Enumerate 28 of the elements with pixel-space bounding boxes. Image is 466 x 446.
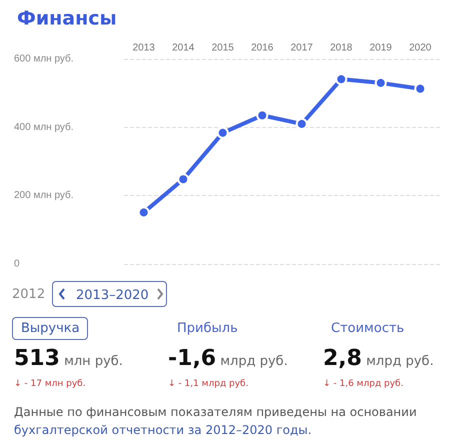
x-tick-label: 2020 bbox=[409, 42, 432, 54]
text: Стоимость bbox=[331, 321, 404, 336]
text: 2,8 млрд руб. bbox=[323, 346, 434, 371]
point bbox=[177, 173, 190, 186]
x-tick-label: 2018 bbox=[330, 42, 353, 54]
text: ↓ - 1,1 млрд руб. bbox=[168, 379, 248, 389]
x-tick-label: 2016 bbox=[251, 42, 274, 54]
x-tick-label: 2014 bbox=[172, 42, 195, 54]
x-tick-label: 2015 bbox=[212, 42, 234, 54]
text: 513 млн руб. bbox=[14, 346, 123, 371]
y-tick-label: 200 млн руб. bbox=[14, 190, 74, 202]
text: Данные по финансовым показателям приведены на основании bbox=[14, 405, 417, 419]
text: Выручка bbox=[21, 321, 80, 336]
text: бухгалтерской отчетности за 2012–2020 годы. bbox=[14, 423, 312, 437]
text: -1,6 млрд руб. bbox=[168, 346, 288, 371]
y-tick-label: 0 bbox=[14, 258, 20, 270]
x-tick-label: 2019 bbox=[370, 42, 392, 54]
x-tick-label: 2013 bbox=[132, 42, 156, 54]
text: Прибыль bbox=[177, 321, 238, 336]
y-tick-label: 400 млн руб. bbox=[14, 122, 74, 133]
text: 2012 bbox=[12, 287, 46, 302]
text: ↓ - 17 млн руб. bbox=[14, 379, 86, 389]
y-tick-label: 600 млн руб. bbox=[14, 54, 74, 64]
x-tick-label: 2017 bbox=[290, 42, 314, 54]
point bbox=[216, 126, 229, 139]
chart-title: Финансы bbox=[17, 8, 117, 30]
text: 2013–2020 bbox=[76, 288, 149, 303]
text: ↓ - 1,6 млрд руб. bbox=[323, 379, 404, 389]
